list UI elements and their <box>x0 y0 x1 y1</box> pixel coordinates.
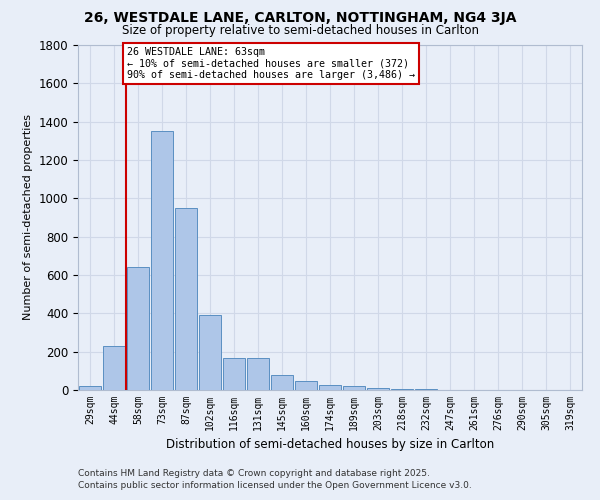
Y-axis label: Number of semi-detached properties: Number of semi-detached properties <box>23 114 33 320</box>
Bar <box>103 346 125 390</box>
Bar <box>175 208 197 390</box>
Bar <box>271 374 293 390</box>
Bar <box>151 132 173 390</box>
Bar <box>319 384 341 390</box>
Bar <box>247 358 269 390</box>
Bar <box>79 386 101 390</box>
Bar <box>295 382 317 390</box>
Bar <box>343 386 365 390</box>
X-axis label: Distribution of semi-detached houses by size in Carlton: Distribution of semi-detached houses by … <box>166 438 494 452</box>
Text: Contains HM Land Registry data © Crown copyright and database right 2025.: Contains HM Land Registry data © Crown c… <box>78 468 430 477</box>
Text: Size of property relative to semi-detached houses in Carlton: Size of property relative to semi-detach… <box>121 24 479 37</box>
Text: 26 WESTDALE LANE: 63sqm
← 10% of semi-detached houses are smaller (372)
90% of s: 26 WESTDALE LANE: 63sqm ← 10% of semi-de… <box>127 47 415 80</box>
Text: Contains public sector information licensed under the Open Government Licence v3: Contains public sector information licen… <box>78 481 472 490</box>
Bar <box>127 268 149 390</box>
Bar <box>223 358 245 390</box>
Bar <box>391 389 413 390</box>
Bar <box>367 388 389 390</box>
Text: 26, WESTDALE LANE, CARLTON, NOTTINGHAM, NG4 3JA: 26, WESTDALE LANE, CARLTON, NOTTINGHAM, … <box>84 11 516 25</box>
Bar <box>199 316 221 390</box>
